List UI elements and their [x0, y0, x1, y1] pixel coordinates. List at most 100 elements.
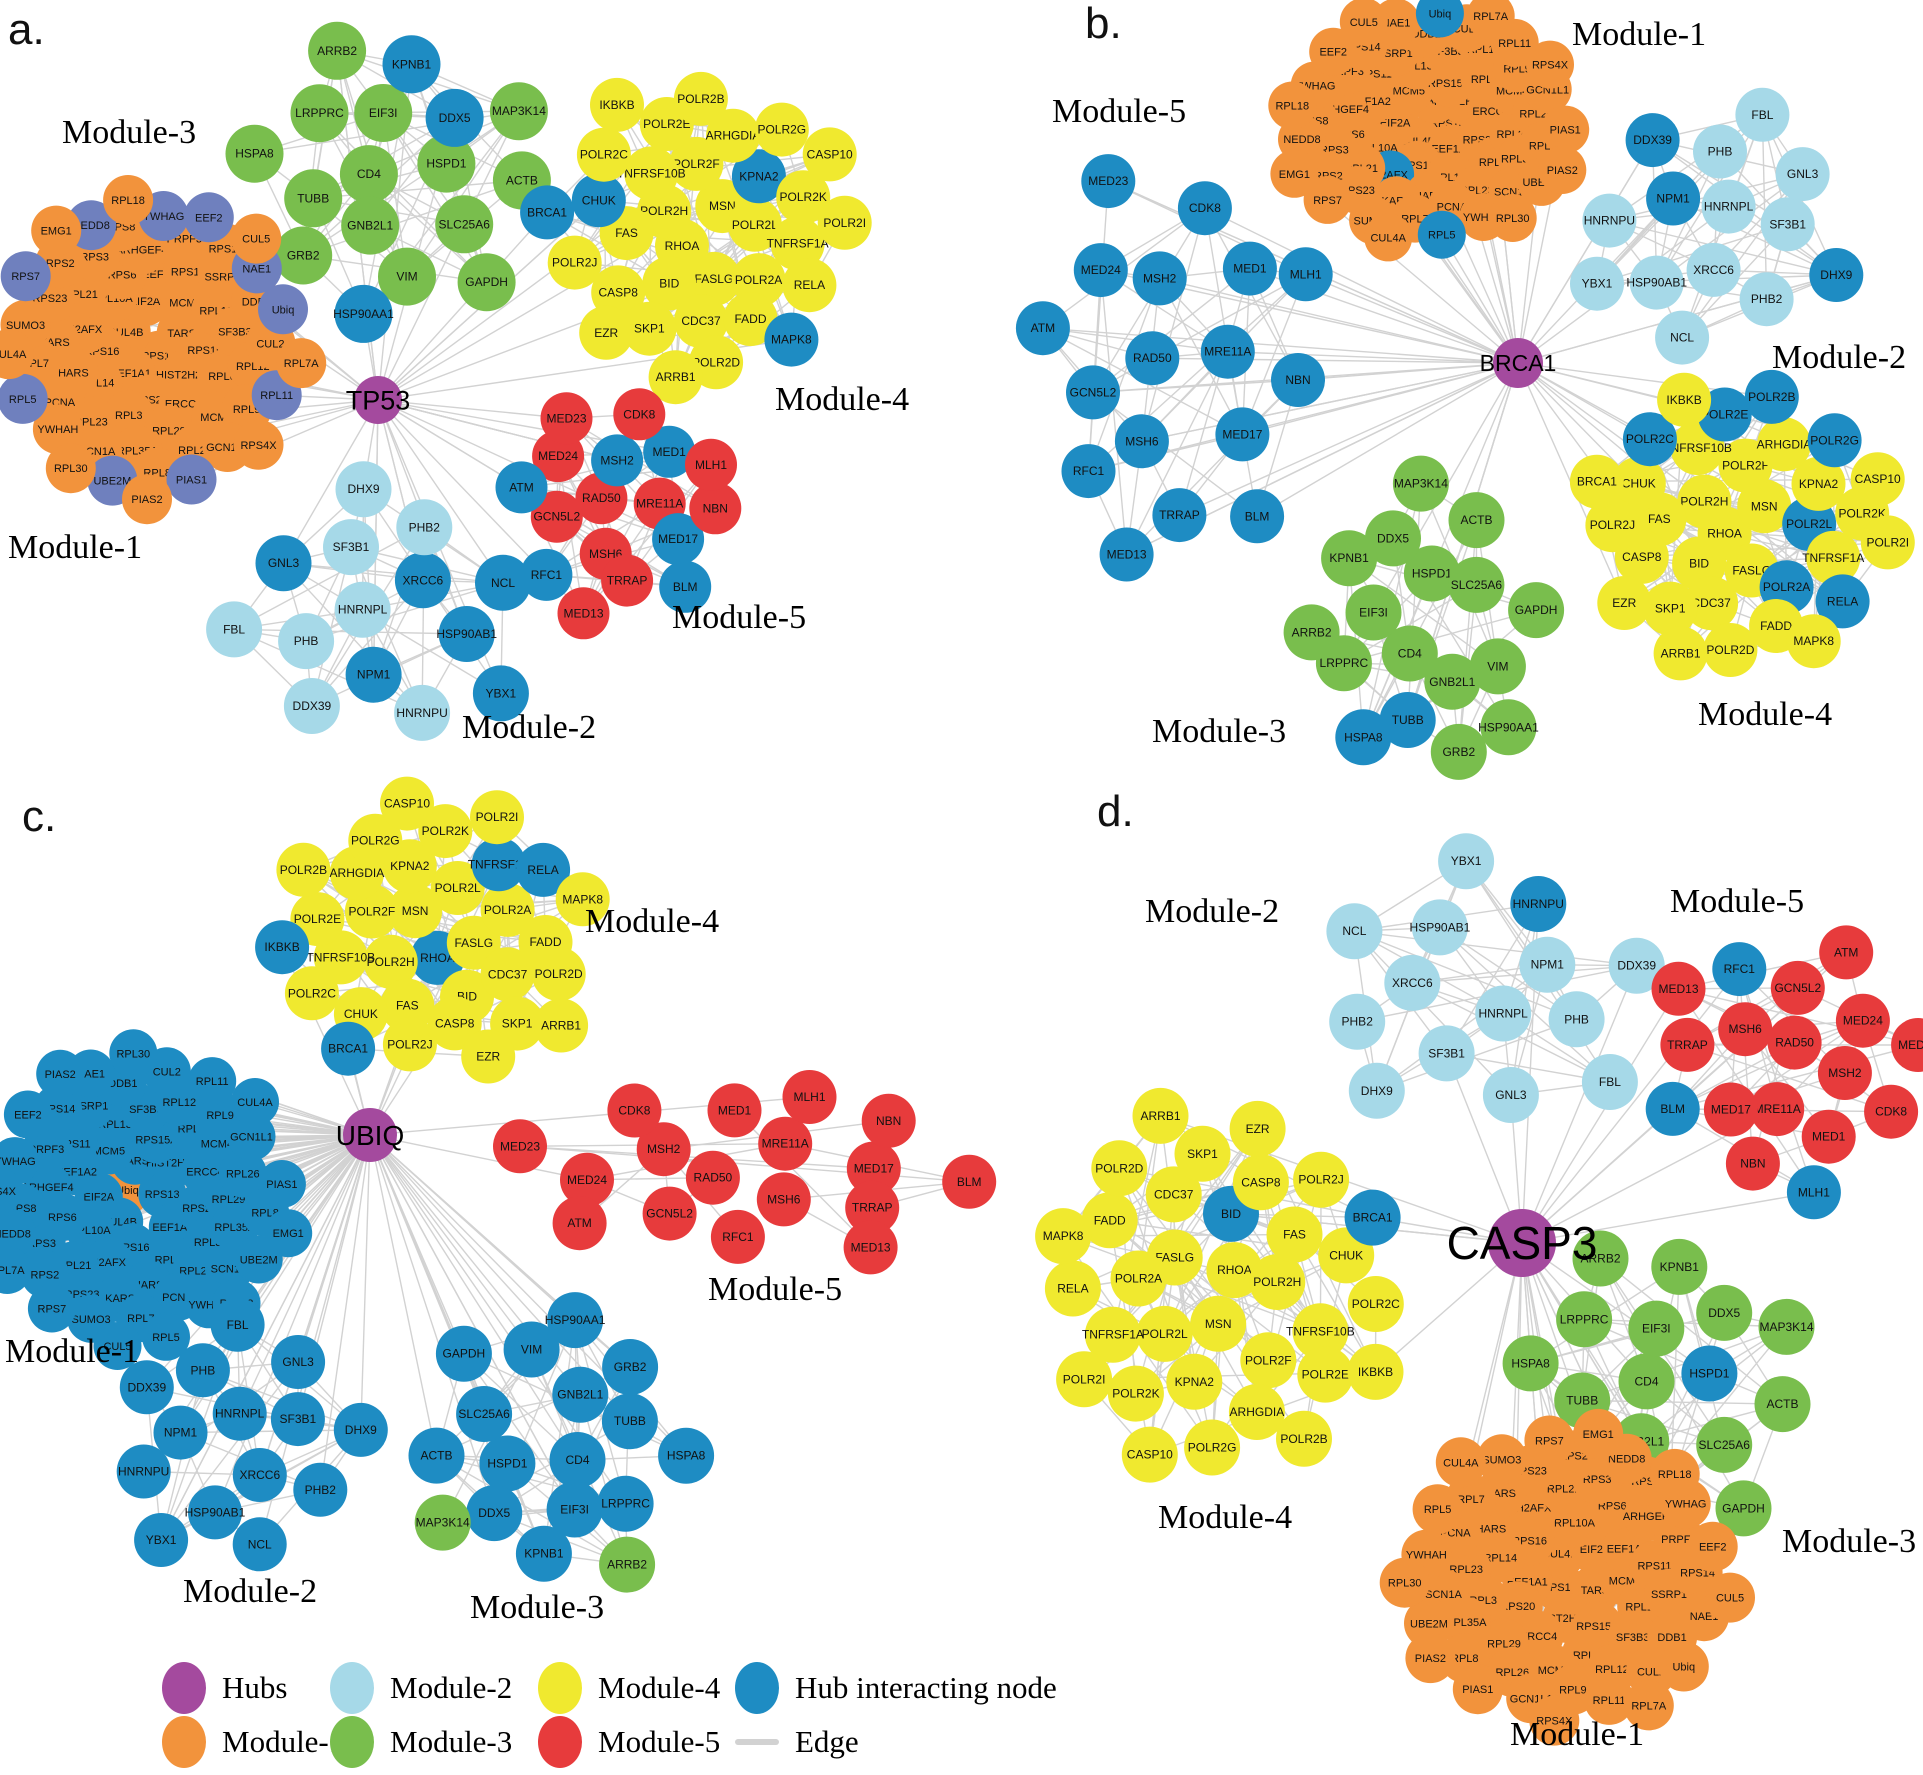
node-label: RPS15A: [135, 1135, 178, 1147]
node-label: RPL18: [1275, 101, 1309, 113]
node-label: MAPK8: [562, 892, 603, 906]
node-label: YWHAG: [0, 1156, 36, 1168]
node-label: EIF3I: [1359, 606, 1388, 620]
node-label: RPL18: [111, 195, 145, 207]
network-node: [1651, 961, 1706, 1016]
network-node: [1653, 626, 1708, 681]
node-label: NPM1: [1531, 958, 1565, 972]
network-node: [255, 920, 310, 975]
node-label: CD4: [1634, 1374, 1658, 1388]
node-label: CUL4A: [1370, 232, 1406, 244]
node-label: RPS6: [1598, 1501, 1627, 1513]
network-node: [1384, 954, 1441, 1011]
node-label: POLR2J: [1298, 1173, 1343, 1187]
node-label: POLR2I: [476, 810, 519, 824]
node-label: POLR2D: [535, 967, 583, 981]
edge: [302, 110, 520, 257]
node-label: PHB: [294, 634, 319, 648]
node-label: SF3B1: [280, 1412, 317, 1426]
network-node: [1066, 365, 1120, 420]
network-node: [0, 1167, 22, 1216]
node-label: KPNA2: [390, 859, 430, 873]
panel-letter-a: a.: [8, 5, 45, 54]
node-label: MLH1: [1798, 1185, 1830, 1199]
node-label: RPS4X: [1532, 60, 1569, 72]
node-label: PIAS2: [1415, 1653, 1446, 1665]
network-node: [1184, 1419, 1241, 1476]
network-node: [480, 947, 535, 1002]
network-node: [1735, 87, 1790, 142]
network-node: [685, 438, 737, 491]
network-node: [1649, 1448, 1700, 1499]
node-label: PIAS1: [176, 475, 207, 487]
node-label: DDX5: [1377, 531, 1409, 545]
node-label: MSH2: [647, 1142, 681, 1156]
network-node: [1701, 179, 1756, 234]
node-label: EZR: [1612, 596, 1636, 610]
node-label: POLR2G: [757, 123, 806, 137]
node-label: NEDD8: [0, 1228, 31, 1240]
network-node: [530, 490, 583, 543]
node-label: TNFRSF1A: [1082, 1328, 1144, 1342]
network-node: [642, 256, 697, 311]
network-node: [1365, 510, 1421, 567]
edge: [1353, 930, 1512, 1096]
module-label: Module-5: [672, 599, 806, 636]
node-label: PHB: [191, 1363, 216, 1377]
node-label: POLR2C: [580, 148, 628, 162]
edge: [463, 1353, 576, 1510]
network-node: [557, 587, 610, 640]
node-label: CDC37: [681, 314, 721, 328]
network-node: [435, 1325, 492, 1382]
node-label: SKP1: [1655, 602, 1686, 616]
node-label: POLR2L: [1786, 517, 1832, 531]
node-label: POLR2K: [422, 824, 469, 838]
network-node: [643, 425, 696, 478]
network-node: [1524, 1415, 1575, 1466]
network-node: [1073, 243, 1128, 298]
network-node: [232, 1517, 287, 1572]
node-label: RELA: [1827, 594, 1858, 608]
node-label: FBL: [223, 622, 245, 636]
node-label: PHB: [1708, 145, 1733, 159]
node-label: MAPK8: [1043, 1229, 1084, 1243]
network-node: [1697, 387, 1752, 442]
node-label: YWHAH: [37, 424, 78, 436]
node-label: TRRAP: [607, 574, 648, 588]
node-label: GNL3: [1787, 167, 1819, 181]
edge: [283, 562, 502, 695]
node-label: POLR2H: [1253, 1275, 1301, 1289]
node-label: MSH2: [1143, 271, 1177, 285]
node-label: EMG1: [1279, 169, 1310, 181]
node-label: NAE1: [242, 263, 271, 275]
node-label: KPNB1: [1660, 1260, 1700, 1274]
node-label: ARRB1: [541, 1019, 581, 1033]
node-label: EEF1A1: [152, 1222, 193, 1234]
node-label: PIAS2: [131, 494, 162, 506]
hub-label: CASP3: [1447, 1217, 1598, 1269]
network-node: [659, 560, 712, 613]
node-label: RPS15A: [1428, 78, 1471, 90]
network-node: [323, 519, 379, 576]
network-node: [394, 552, 451, 609]
node-label: FADD: [1760, 619, 1792, 633]
network-node: [210, 1297, 265, 1352]
node-label: MAPK8: [1793, 634, 1834, 648]
node-label: HNRNPU: [1584, 214, 1635, 228]
node-label: POLR2H: [1680, 495, 1728, 509]
node-label: TUBB: [1566, 1394, 1598, 1408]
node-label: NCL: [1670, 331, 1694, 345]
node-label: MSH2: [1828, 1066, 1862, 1080]
node-label: SUMO3: [1482, 1454, 1521, 1466]
node-label: MED1: [718, 1103, 752, 1117]
node-label: HARS: [58, 368, 89, 380]
node-label: CUL2: [256, 338, 284, 350]
edge: [1530, 1312, 1725, 1365]
node-label: RAD50: [582, 491, 621, 505]
network-node: [727, 197, 782, 252]
module-label: Module-4: [585, 903, 719, 940]
node-label: EIF3I: [1642, 1322, 1671, 1336]
node-label: TRRAP: [1667, 1038, 1708, 1052]
network-node: [1705, 1572, 1755, 1623]
network-node: [227, 1112, 276, 1161]
